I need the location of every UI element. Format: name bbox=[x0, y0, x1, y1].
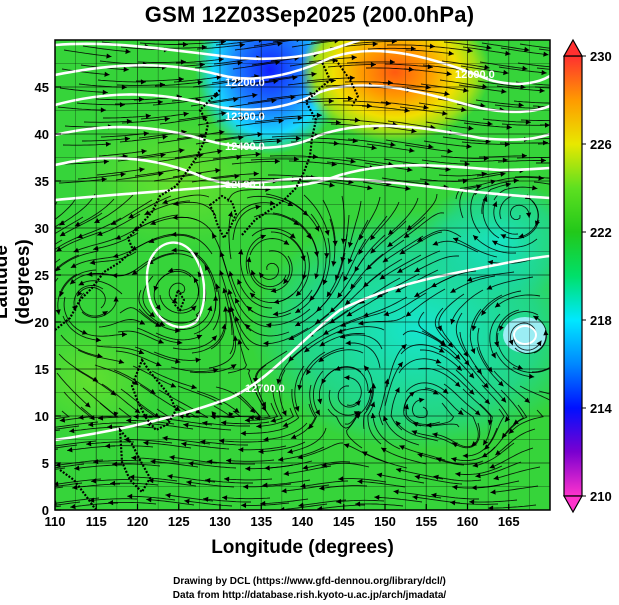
x-tick-label-120: 120 bbox=[127, 514, 149, 529]
y-tick-label-35: 35 bbox=[35, 174, 49, 189]
y-tick-label-40: 40 bbox=[35, 127, 49, 142]
temperature-field bbox=[55, 40, 550, 510]
contour-label: 12200.0 bbox=[225, 77, 265, 89]
credit-dcl: Drawing by DCL (https://www.gfd-dennou.o… bbox=[173, 576, 446, 587]
colorbar-top-arrow bbox=[562, 38, 584, 57]
contour-label: 12400.0 bbox=[225, 141, 265, 153]
colorbar-label-210: 210 bbox=[590, 489, 612, 504]
height-contour bbox=[55, 40, 361, 61]
x-axis-label: Longitude (degrees) bbox=[211, 537, 394, 558]
y-tick-label-0: 0 bbox=[42, 503, 49, 518]
wind-streamlines bbox=[55, 40, 550, 510]
x-tick-label-125: 125 bbox=[168, 514, 190, 529]
coastlines bbox=[55, 59, 360, 510]
colorbar-label-230: 230 bbox=[590, 49, 612, 64]
y-tick-label-45: 45 bbox=[35, 80, 49, 95]
colorbar-label-222: 222 bbox=[590, 225, 612, 240]
y-axis-ticks: 0 5 10 15 20 25 30 35 40 45 bbox=[35, 80, 61, 518]
y-tick-label-20: 20 bbox=[35, 315, 49, 330]
height-contour bbox=[55, 124, 550, 150]
colorbar-label-226: 226 bbox=[590, 137, 612, 152]
x-tick-label-135: 135 bbox=[250, 514, 272, 529]
x-tick-label-150: 150 bbox=[374, 514, 396, 529]
x-tick-label-160: 160 bbox=[457, 514, 479, 529]
y-tick-label-30: 30 bbox=[35, 221, 49, 236]
y-tick-label-15: 15 bbox=[35, 362, 49, 377]
x-tick-label-140: 140 bbox=[292, 514, 314, 529]
contour-label: 12600.0 bbox=[455, 69, 495, 81]
height-contour bbox=[55, 176, 550, 202]
height-contours: 12200.0 12300.0 12400.0 12500.0 12600.0 12700… bbox=[55, 40, 550, 442]
x-axis-ticks: 110 115 120 125 130 135 140 145 150 155 160 165 bbox=[45, 504, 520, 529]
x-tick-label-155: 155 bbox=[415, 514, 437, 529]
x-tick-label-110: 110 bbox=[45, 514, 66, 529]
y-tick-label-5: 5 bbox=[42, 456, 49, 471]
colorbar-bottom-arrow bbox=[562, 495, 584, 514]
colorbar-label-214: 214 bbox=[590, 401, 612, 416]
y-tick-label-10: 10 bbox=[35, 409, 49, 424]
x-tick-label-145: 145 bbox=[333, 514, 355, 529]
credit-data-source: Data from http://database.rish.kyoto-u.a… bbox=[172, 590, 447, 601]
contour-label: 12300.0 bbox=[225, 111, 265, 123]
colorbar-label-218: 218 bbox=[590, 313, 612, 328]
contour-label: 12700.0 bbox=[245, 383, 285, 395]
height-contour bbox=[55, 254, 550, 442]
height-contour bbox=[55, 49, 550, 86]
x-tick-label-130: 130 bbox=[209, 514, 231, 529]
height-contour-closed bbox=[513, 325, 537, 345]
lat-lon-grid bbox=[54, 39, 551, 511]
colorbar: 230 226 222 218 214 210 bbox=[562, 38, 612, 514]
colorbar-bar bbox=[563, 55, 583, 497]
contour-label: 12500.0 bbox=[225, 179, 265, 191]
x-tick-label-115: 115 bbox=[86, 514, 107, 529]
x-tick-label-165: 165 bbox=[498, 514, 520, 529]
height-contour bbox=[55, 84, 550, 114]
map-title: GSM 12Z03Sep2025 (200.0hPa) bbox=[144, 2, 475, 27]
y-tick-label-25: 25 bbox=[35, 268, 49, 283]
